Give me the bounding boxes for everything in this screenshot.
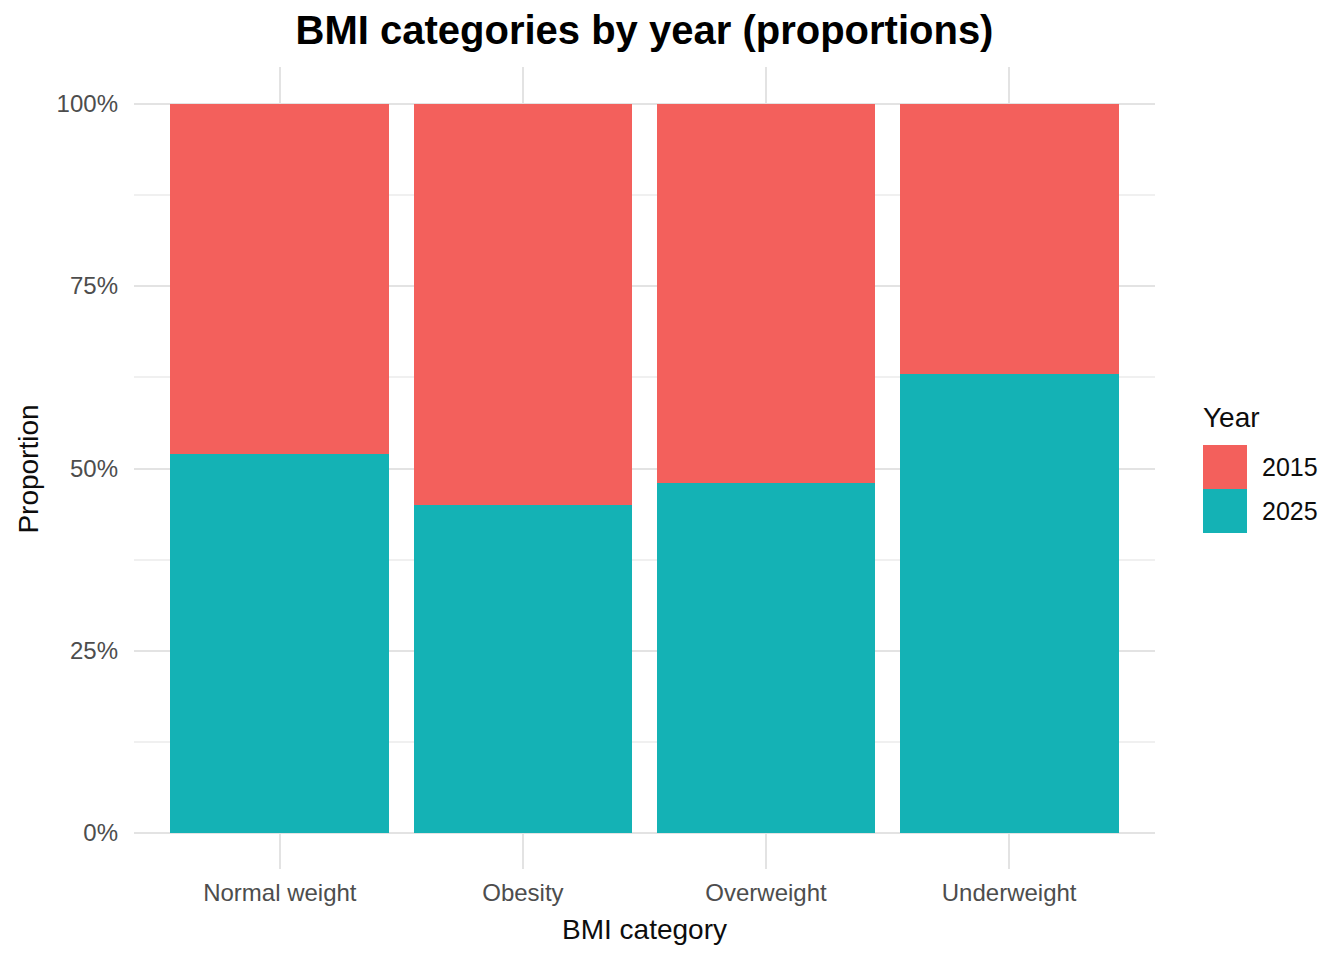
y-tick-label: 25% bbox=[0, 637, 118, 665]
y-tick-label: 0% bbox=[0, 819, 118, 847]
bar-obesity-2015 bbox=[414, 104, 633, 505]
y-tick-label: 75% bbox=[0, 272, 118, 300]
x-axis-title: BMI category bbox=[134, 914, 1155, 946]
bar-underweight-2015 bbox=[900, 104, 1119, 374]
bar-normal-weight-2025 bbox=[170, 454, 389, 833]
legend-key-2025 bbox=[1203, 489, 1247, 533]
chart-title: BMI categories by year (proportions) bbox=[134, 8, 1155, 53]
chart: BMI categories by year (proportions) Pro… bbox=[0, 0, 1344, 960]
legend-label-2015: 2015 bbox=[1262, 445, 1318, 489]
legend-key-2015 bbox=[1203, 445, 1247, 489]
y-tick-label: 50% bbox=[0, 455, 118, 483]
y-tick-label: 100% bbox=[0, 90, 118, 118]
legend-title: Year bbox=[1203, 402, 1260, 434]
bar-underweight-2025 bbox=[900, 374, 1119, 833]
x-tick-label: Underweight bbox=[859, 879, 1159, 907]
bar-normal-weight-2015 bbox=[170, 104, 389, 454]
bar-overweight-2025 bbox=[657, 483, 876, 833]
legend-label-2025: 2025 bbox=[1262, 489, 1318, 533]
bar-obesity-2025 bbox=[414, 505, 633, 833]
bar-overweight-2015 bbox=[657, 104, 876, 483]
